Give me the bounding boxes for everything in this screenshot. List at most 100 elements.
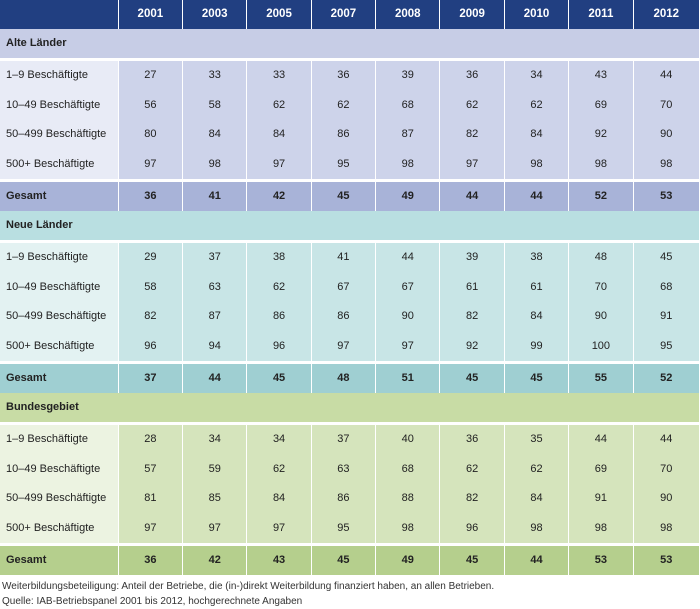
value-cell: 39 xyxy=(376,61,441,91)
value-cell: 70 xyxy=(633,454,700,484)
value-cell: 100 xyxy=(569,331,634,361)
weiterbildung-table: 2001 2003 2005 2007 2008 2009 2010 2011 … xyxy=(0,0,700,575)
value-cell: 90 xyxy=(376,302,441,332)
value-cell: 99 xyxy=(504,331,570,361)
value-cell: 62 xyxy=(504,454,570,484)
value-cell: 84 xyxy=(183,120,248,150)
value-cell: 82 xyxy=(440,484,505,514)
value-cell: 98 xyxy=(569,513,634,543)
value-cell: 44 xyxy=(504,179,570,211)
row-label: 1–9 Beschäftigte xyxy=(0,61,119,91)
value-cell: 45 xyxy=(440,361,505,393)
value-cell: 52 xyxy=(633,361,700,393)
value-cell: 27 xyxy=(118,61,184,91)
value-cell: 58 xyxy=(118,272,184,302)
total-row: Gesamt 37 44 45 48 51 45 45 55 52 xyxy=(0,361,700,393)
group-bundesgebiet-rows: 1–9 Beschäftigte 28 34 34 37 40 36 35 44 44 10–49 … xyxy=(0,425,700,575)
value-cell: 51 xyxy=(376,361,441,393)
section-title: Alte Länder xyxy=(0,29,700,61)
value-cell: 87 xyxy=(376,120,441,150)
table-row: 500+ Beschäftigte 97 97 97 95 98 96 98 98 98 xyxy=(0,513,700,543)
value-cell: 86 xyxy=(311,120,377,150)
value-cell: 58 xyxy=(183,90,248,120)
value-cell: 98 xyxy=(504,513,570,543)
value-cell: 82 xyxy=(118,302,184,332)
value-cell: 48 xyxy=(569,243,634,273)
group-bundesgebiet: Bundesgebiet xyxy=(0,393,700,425)
group-neue-laender: Neue Länder xyxy=(0,211,700,243)
value-cell: 86 xyxy=(311,484,377,514)
section-row: Bundesgebiet xyxy=(0,393,700,425)
year-header: 2008 xyxy=(376,0,441,29)
value-cell: 95 xyxy=(311,149,377,179)
table-row: 10–49 Beschäftigte 57 59 62 63 68 62 62 69 70 xyxy=(0,454,700,484)
value-cell: 69 xyxy=(569,90,634,120)
value-cell: 84 xyxy=(504,302,570,332)
value-cell: 45 xyxy=(311,179,377,211)
value-cell: 97 xyxy=(247,149,312,179)
row-label: 500+ Beschäftigte xyxy=(0,513,119,543)
value-cell: 82 xyxy=(440,120,505,150)
section-row: Neue Länder xyxy=(0,211,700,243)
value-cell: 43 xyxy=(569,61,634,91)
value-cell: 98 xyxy=(633,513,700,543)
value-cell: 45 xyxy=(311,543,377,575)
value-cell: 53 xyxy=(633,179,700,211)
table-row: 50–499 Beschäftigte 82 87 86 86 90 82 84 90 91 xyxy=(0,302,700,332)
value-cell: 36 xyxy=(118,179,184,211)
value-cell: 84 xyxy=(504,120,570,150)
value-cell: 62 xyxy=(247,272,312,302)
value-cell: 98 xyxy=(569,149,634,179)
value-cell: 97 xyxy=(376,331,441,361)
value-cell: 67 xyxy=(376,272,441,302)
value-cell: 87 xyxy=(183,302,248,332)
section-title: Neue Länder xyxy=(0,211,700,243)
value-cell: 48 xyxy=(311,361,377,393)
value-cell: 67 xyxy=(311,272,377,302)
value-cell: 44 xyxy=(633,61,700,91)
row-label: Gesamt xyxy=(0,179,119,211)
value-cell: 98 xyxy=(633,149,700,179)
value-cell: 53 xyxy=(633,543,700,575)
table-row: 10–49 Beschäftigte 58 63 62 67 67 61 61 70 68 xyxy=(0,272,700,302)
value-cell: 90 xyxy=(633,120,700,150)
value-cell: 90 xyxy=(569,302,634,332)
year-header: 2011 xyxy=(569,0,634,29)
value-cell: 53 xyxy=(569,543,634,575)
row-label: Gesamt xyxy=(0,361,119,393)
value-cell: 44 xyxy=(376,243,441,273)
value-cell: 61 xyxy=(504,272,570,302)
value-cell: 36 xyxy=(440,425,505,455)
value-cell: 45 xyxy=(633,243,700,273)
value-cell: 33 xyxy=(247,61,312,91)
year-header: 2003 xyxy=(183,0,248,29)
value-cell: 84 xyxy=(247,120,312,150)
value-cell: 69 xyxy=(569,454,634,484)
row-label: 50–499 Beschäftigte xyxy=(0,302,119,332)
year-header: 2012 xyxy=(633,0,700,29)
value-cell: 35 xyxy=(504,425,570,455)
header-corner xyxy=(0,0,119,29)
value-cell: 62 xyxy=(311,90,377,120)
value-cell: 82 xyxy=(440,302,505,332)
row-label: 500+ Beschäftigte xyxy=(0,149,119,179)
value-cell: 70 xyxy=(569,272,634,302)
value-cell: 97 xyxy=(118,149,184,179)
value-cell: 40 xyxy=(376,425,441,455)
total-row: Gesamt 36 42 43 45 49 45 44 53 53 xyxy=(0,543,700,575)
value-cell: 41 xyxy=(311,243,377,273)
value-cell: 43 xyxy=(247,543,312,575)
value-cell: 97 xyxy=(311,331,377,361)
value-cell: 34 xyxy=(504,61,570,91)
year-header: 2010 xyxy=(504,0,570,29)
section-row: Alte Länder xyxy=(0,29,700,61)
row-label: 10–49 Beschäftigte xyxy=(0,90,119,120)
row-label: 10–49 Beschäftigte xyxy=(0,272,119,302)
value-cell: 44 xyxy=(440,179,505,211)
value-cell: 80 xyxy=(118,120,184,150)
value-cell: 98 xyxy=(183,149,248,179)
year-header: 2009 xyxy=(440,0,505,29)
value-cell: 38 xyxy=(247,243,312,273)
value-cell: 68 xyxy=(633,272,700,302)
value-cell: 52 xyxy=(569,179,634,211)
